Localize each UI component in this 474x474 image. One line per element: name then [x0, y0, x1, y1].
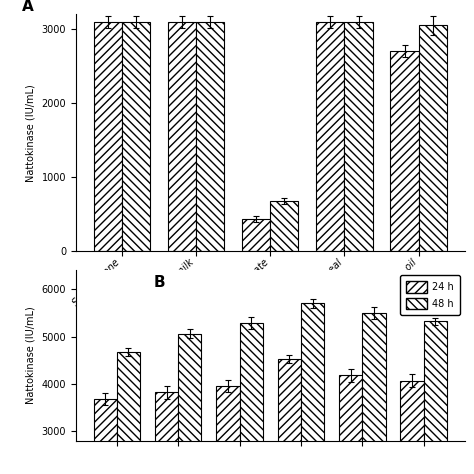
Bar [216, 386, 239, 474]
Y-axis label: Nattokinase (IU/mL): Nattokinase (IU/mL) [26, 307, 36, 404]
Legend: 24 h, 48 h: 24 h, 48 h [400, 275, 460, 315]
Bar [117, 352, 140, 474]
Bar [362, 313, 385, 474]
Text: B: B [154, 275, 165, 290]
Bar [239, 323, 263, 474]
Bar [122, 22, 150, 251]
Y-axis label: Nattokinase (IU/mL): Nattokinase (IU/mL) [26, 84, 36, 182]
Text: A: A [21, 0, 33, 14]
Bar [168, 22, 196, 251]
Bar [400, 381, 424, 474]
Bar [419, 25, 447, 251]
Bar [155, 392, 178, 474]
Bar [270, 201, 299, 251]
Bar [316, 22, 345, 251]
Bar [339, 375, 362, 474]
Bar [278, 359, 301, 474]
Bar [301, 303, 324, 474]
Bar [93, 399, 117, 474]
Bar [424, 321, 447, 474]
Bar [345, 22, 373, 251]
Bar [391, 51, 419, 251]
Bar [242, 219, 270, 251]
Bar [196, 22, 224, 251]
Bar [93, 22, 122, 251]
Bar [178, 334, 201, 474]
